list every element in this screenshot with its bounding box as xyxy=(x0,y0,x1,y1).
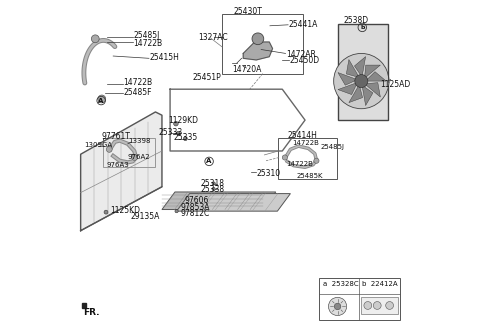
Polygon shape xyxy=(364,65,380,78)
Text: 25485J: 25485J xyxy=(133,31,160,40)
Circle shape xyxy=(132,154,138,160)
Text: A: A xyxy=(206,158,212,164)
Polygon shape xyxy=(81,112,162,231)
Polygon shape xyxy=(364,83,380,97)
Text: 14722B: 14722B xyxy=(287,161,313,167)
Text: 97812C: 97812C xyxy=(181,209,210,218)
Bar xyxy=(103,138,155,167)
Text: FR.: FR. xyxy=(83,308,100,318)
Bar xyxy=(337,24,388,120)
Circle shape xyxy=(183,137,187,141)
Text: 25441A: 25441A xyxy=(289,20,318,29)
Circle shape xyxy=(91,35,99,43)
Text: 25310: 25310 xyxy=(256,169,280,177)
Text: 14722B: 14722B xyxy=(123,78,153,87)
Circle shape xyxy=(107,146,112,152)
Circle shape xyxy=(386,301,394,309)
Circle shape xyxy=(282,155,288,160)
Text: 25485J: 25485J xyxy=(320,144,344,150)
Circle shape xyxy=(355,74,368,88)
Text: a  25328C: a 25328C xyxy=(323,281,359,287)
Circle shape xyxy=(328,297,347,316)
Text: 25414H: 25414H xyxy=(287,131,317,140)
Text: 25333: 25333 xyxy=(158,128,182,137)
Polygon shape xyxy=(354,56,366,77)
Polygon shape xyxy=(177,194,290,211)
Circle shape xyxy=(212,187,216,191)
Text: 14722B: 14722B xyxy=(133,38,162,48)
Circle shape xyxy=(364,301,372,309)
Text: 1125AD: 1125AD xyxy=(380,80,410,89)
Text: 1125KD: 1125KD xyxy=(110,206,140,215)
Bar xyxy=(222,14,303,73)
Bar xyxy=(278,138,337,179)
Text: 97853A: 97853A xyxy=(181,203,210,212)
Polygon shape xyxy=(243,42,273,60)
Polygon shape xyxy=(338,72,358,85)
Text: 2538D: 2538D xyxy=(343,16,369,25)
Text: 14720A: 14720A xyxy=(232,65,261,73)
Bar xyxy=(319,278,400,320)
Text: 1129KD: 1129KD xyxy=(168,115,198,125)
Text: 976A3: 976A3 xyxy=(107,162,130,168)
Text: 25430T: 25430T xyxy=(234,7,263,16)
Circle shape xyxy=(175,210,178,213)
Polygon shape xyxy=(162,192,276,210)
Circle shape xyxy=(176,132,180,135)
Circle shape xyxy=(212,182,216,185)
Polygon shape xyxy=(362,85,373,106)
Polygon shape xyxy=(365,72,386,81)
Circle shape xyxy=(174,121,178,126)
Text: 1472AR: 1472AR xyxy=(286,50,316,59)
Text: 25335: 25335 xyxy=(174,133,198,142)
Circle shape xyxy=(252,33,264,45)
Text: 25485F: 25485F xyxy=(123,88,152,97)
Text: 14722B: 14722B xyxy=(292,140,319,146)
Text: 25338: 25338 xyxy=(201,185,225,194)
Circle shape xyxy=(314,158,319,163)
Circle shape xyxy=(373,301,381,309)
Text: 97606: 97606 xyxy=(185,196,209,205)
Polygon shape xyxy=(347,59,359,77)
Polygon shape xyxy=(349,85,362,103)
Text: b  22412A: b 22412A xyxy=(362,281,397,287)
Polygon shape xyxy=(338,82,358,94)
Text: b: b xyxy=(360,25,364,30)
Text: 25415H: 25415H xyxy=(150,53,180,62)
Text: 1309GA: 1309GA xyxy=(84,142,112,149)
Text: A: A xyxy=(98,98,104,104)
Bar xyxy=(361,297,398,314)
Circle shape xyxy=(98,95,106,103)
Text: 25485K: 25485K xyxy=(296,173,323,179)
Text: 29135A: 29135A xyxy=(131,212,160,220)
Circle shape xyxy=(104,210,108,214)
Text: 25451P: 25451P xyxy=(193,73,222,82)
Text: 97761T: 97761T xyxy=(102,132,131,141)
Text: 13398: 13398 xyxy=(128,138,150,144)
Polygon shape xyxy=(82,302,86,308)
Circle shape xyxy=(334,53,389,109)
Circle shape xyxy=(334,303,341,310)
Text: 1327AC: 1327AC xyxy=(198,33,228,42)
Text: 976A2: 976A2 xyxy=(128,154,150,160)
Text: 25450D: 25450D xyxy=(289,56,320,65)
Text: 25318: 25318 xyxy=(201,179,225,188)
